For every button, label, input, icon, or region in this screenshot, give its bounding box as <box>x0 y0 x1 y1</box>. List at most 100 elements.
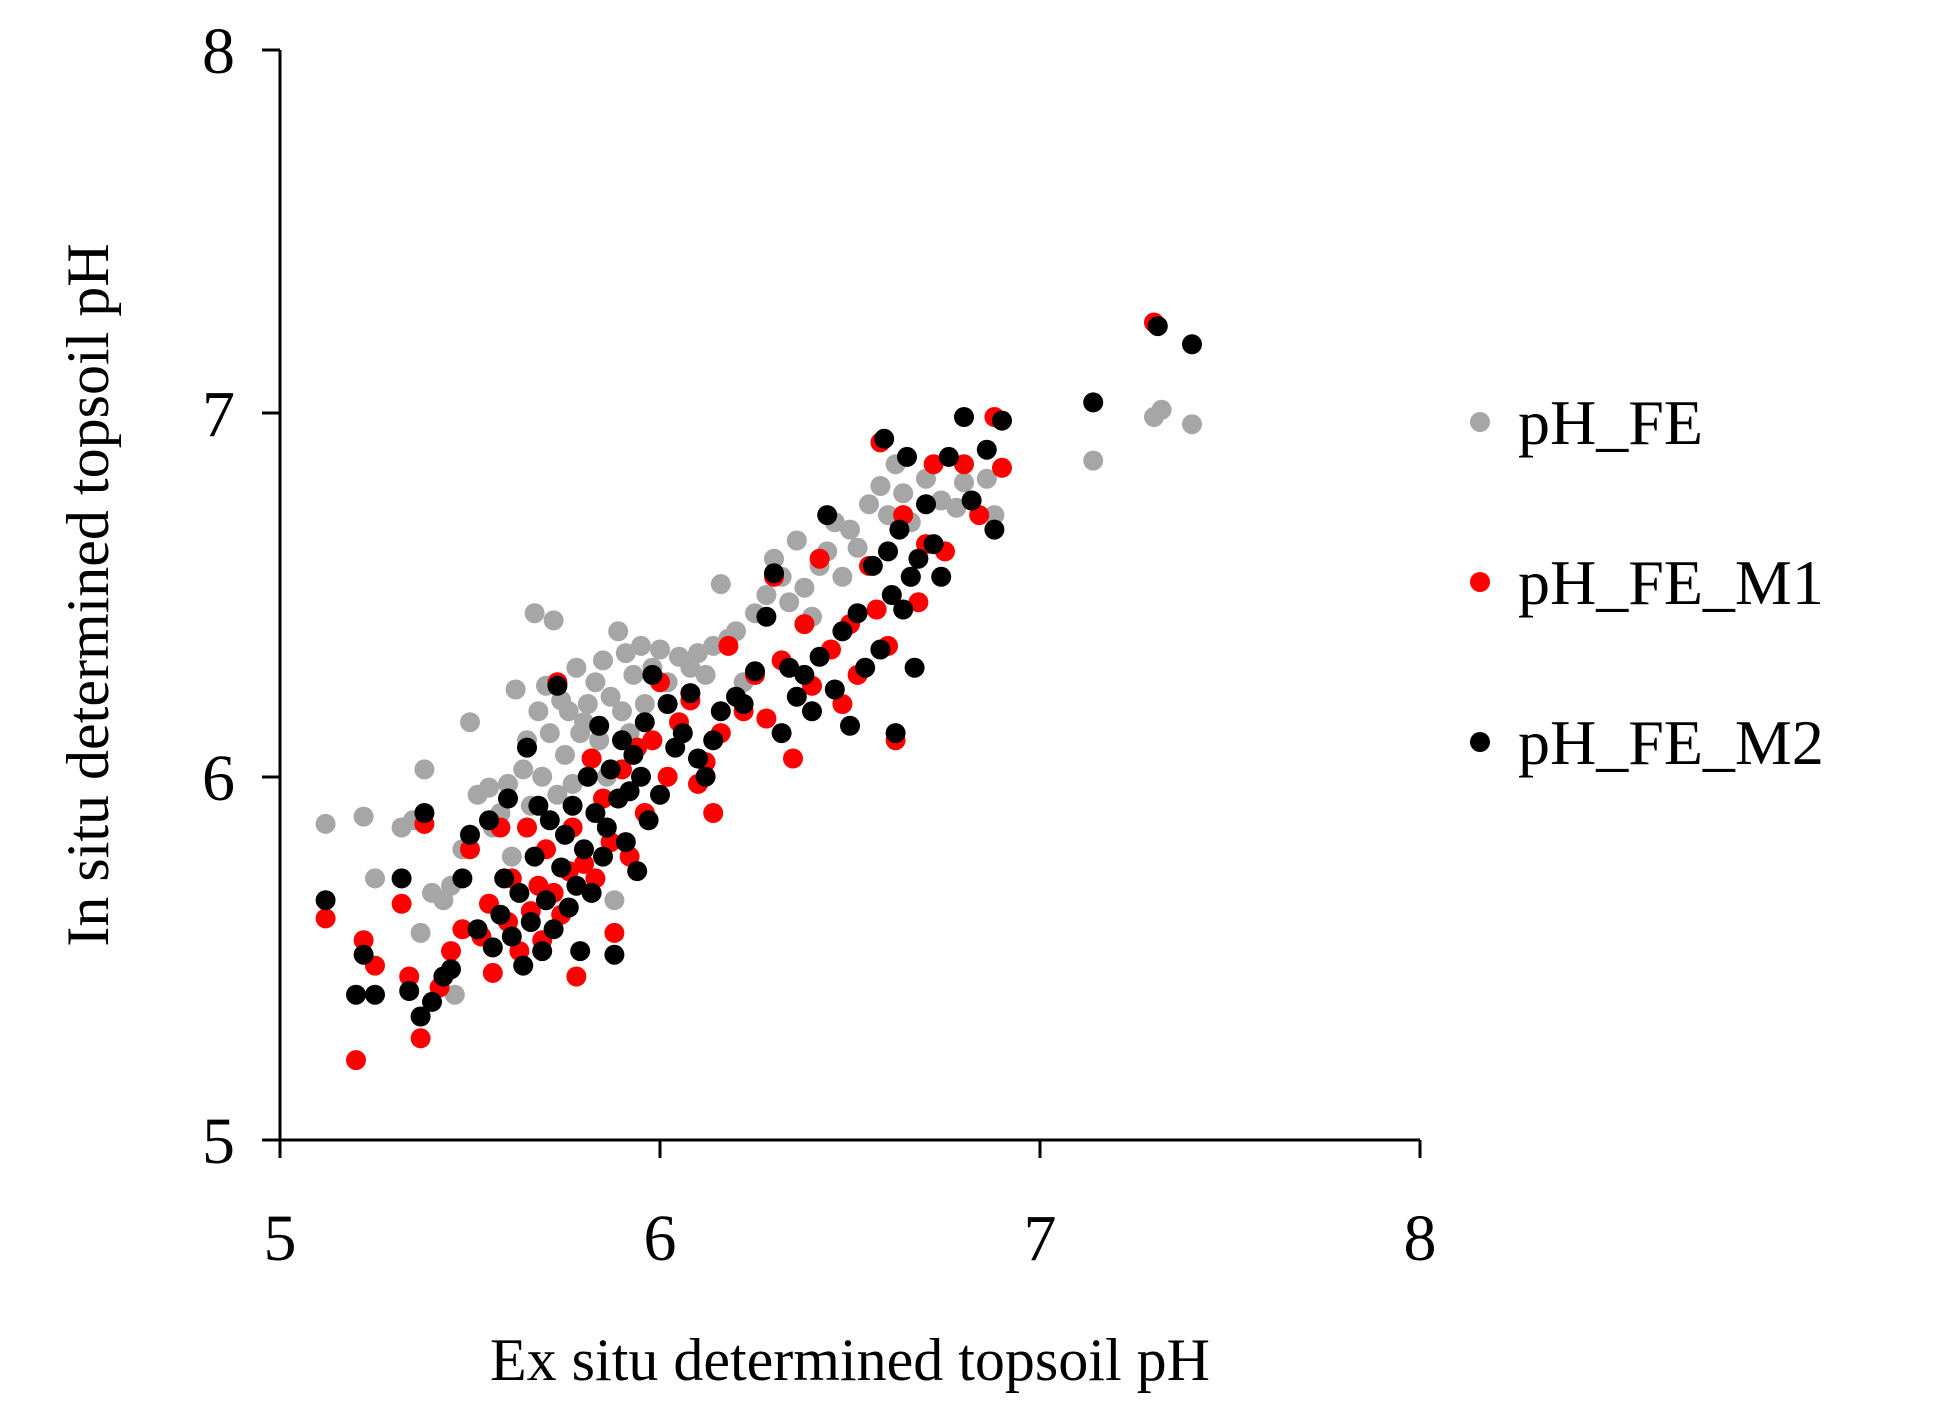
data-point <box>524 846 545 867</box>
data-point <box>365 984 385 1005</box>
data-point <box>631 766 651 787</box>
data-point <box>441 941 461 962</box>
data-point <box>467 919 488 940</box>
data-point <box>931 566 952 587</box>
series-ph-fe-m2 <box>315 316 1202 1027</box>
data-point <box>657 694 678 714</box>
data-point <box>414 803 435 823</box>
data-point <box>513 759 534 780</box>
data-point <box>600 686 621 707</box>
data-point <box>615 832 636 853</box>
data-point <box>566 875 587 896</box>
data-point <box>444 984 465 1005</box>
data-point <box>840 715 860 736</box>
y-tick-label: 8 <box>202 15 235 88</box>
data-point <box>581 882 602 903</box>
data-point <box>623 744 644 765</box>
data-point <box>566 966 587 987</box>
data-point <box>479 810 499 831</box>
data-point <box>460 839 480 860</box>
legend-marker-ph-fe-m1 <box>1470 572 1490 592</box>
data-point <box>585 803 606 823</box>
data-point <box>832 621 853 642</box>
data-point <box>908 548 929 569</box>
data-point <box>490 904 511 925</box>
data-point <box>452 868 473 889</box>
data-point <box>498 788 518 809</box>
data-point <box>422 991 442 1012</box>
data-point <box>441 959 461 980</box>
data-point <box>600 759 621 780</box>
data-point <box>589 730 610 751</box>
data-point <box>954 407 974 427</box>
data-point <box>900 566 921 587</box>
data-point <box>779 657 800 678</box>
data-point <box>577 766 598 787</box>
data-point <box>399 966 420 987</box>
data-point <box>452 919 473 940</box>
data-point <box>703 730 724 751</box>
data-point <box>794 577 815 598</box>
legend: pH_FE pH_FE_M1 pH_FE_M2 <box>1470 387 1824 778</box>
data-point <box>558 897 579 918</box>
data-point <box>885 723 906 744</box>
data-point <box>672 723 693 744</box>
x-tick-label: 8 <box>1404 1202 1437 1275</box>
data-point <box>847 603 868 624</box>
data-point <box>904 657 925 678</box>
data-point <box>908 592 929 613</box>
data-point <box>954 454 974 475</box>
data-point <box>593 846 613 867</box>
data-point <box>859 494 879 515</box>
data-point <box>710 701 731 722</box>
legend-marker-ph-fe <box>1470 412 1490 432</box>
data-point <box>976 468 997 489</box>
x-tick-label: 7 <box>1024 1202 1057 1275</box>
data-point <box>501 926 522 947</box>
data-point <box>984 519 1005 540</box>
data-point <box>353 930 374 951</box>
data-point <box>608 621 629 642</box>
data-point <box>946 497 967 518</box>
data-point <box>410 1028 431 1049</box>
data-point <box>539 723 560 744</box>
data-point <box>410 1006 431 1027</box>
data-point <box>710 574 731 595</box>
data-point <box>695 766 716 787</box>
data-point <box>520 912 541 932</box>
data-point <box>638 810 659 831</box>
data-point <box>703 635 724 656</box>
data-point <box>786 686 807 707</box>
data-point <box>596 817 617 838</box>
data-point <box>923 454 944 475</box>
data-point <box>414 759 435 780</box>
data-point <box>353 806 374 827</box>
data-point <box>976 439 997 460</box>
data-point <box>897 446 917 467</box>
data-point <box>703 803 724 823</box>
data-point <box>589 715 610 736</box>
y-ticks: 8 7 6 5 <box>202 15 280 1178</box>
data-point <box>315 890 336 911</box>
data-point <box>1182 334 1202 355</box>
data-point <box>779 592 800 613</box>
data-point <box>513 955 534 976</box>
data-point <box>1083 392 1104 413</box>
data-point <box>874 428 895 449</box>
data-point <box>771 723 792 744</box>
data-point <box>494 868 515 889</box>
data-point <box>460 824 480 845</box>
data-point <box>1083 450 1104 471</box>
data-point <box>878 505 898 526</box>
data-point <box>650 639 670 660</box>
data-point <box>517 737 537 758</box>
data-point <box>604 922 625 943</box>
data-point <box>802 701 822 722</box>
data-point <box>562 795 583 816</box>
data-point <box>923 534 944 555</box>
data-point <box>532 941 553 962</box>
data-point <box>547 784 568 805</box>
y-tick-label: 6 <box>202 742 235 815</box>
